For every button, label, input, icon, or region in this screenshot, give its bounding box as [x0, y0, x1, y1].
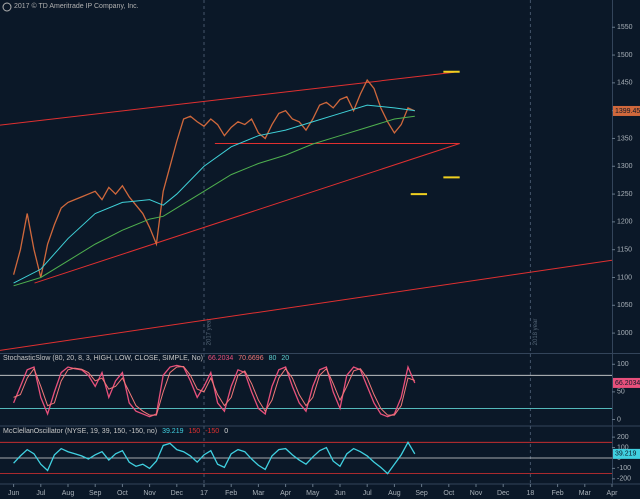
series-line [13, 441, 416, 475]
y-tick-label: -200 [617, 476, 631, 483]
y-tick-label: 100 [617, 444, 629, 451]
x-tick-label: Sep [415, 490, 428, 497]
info-icon[interactable] [2, 2, 12, 12]
x-tick-label: Aug [62, 490, 75, 497]
x-tick-label: Jun [334, 490, 345, 497]
study-value: 20 [281, 355, 290, 362]
study-value: 0 [224, 428, 229, 435]
copyright: 2017 © TD Ameritrade IP Company, Inc. [14, 3, 139, 10]
y-tick-label: 1000 [617, 330, 633, 337]
x-tick-label: Sep [89, 490, 102, 497]
series-line [13, 104, 415, 284]
x-tick-label: Jun [8, 490, 19, 497]
y-tick-label: 1500 [617, 52, 633, 59]
y-tick-label: 0 [617, 416, 621, 423]
y-tick-label: 1050 [617, 302, 633, 309]
x-tick-label: Apr [280, 490, 292, 497]
y-tick-label: 1250 [617, 191, 633, 198]
x-tick-label: Aug [388, 490, 401, 497]
x-tick-label: Nov [470, 490, 483, 497]
last-value-box [613, 377, 640, 388]
study-value: 70.6696 [238, 355, 264, 362]
x-tick-label: Apr [607, 490, 619, 497]
series-line [12, 364, 416, 418]
study-title: StochasticSlow (80, 20, 8, 3, HIGH, LOW,… [3, 355, 203, 362]
trend-line [0, 71, 455, 126]
x-tick-label: Mar [579, 490, 592, 497]
x-tick-label: Dec [171, 490, 184, 497]
study-value: 80 [268, 355, 277, 362]
y-tick-label: 1550 [617, 24, 633, 31]
trend-line [0, 259, 613, 351]
series-line [13, 115, 415, 287]
x-tick-label: Jul [363, 490, 372, 497]
y-tick-label: -100 [617, 465, 631, 472]
x-tick-label: Feb [225, 490, 237, 497]
y-tick-label: 1450 [617, 80, 633, 87]
y-tick-label: 1350 [617, 135, 633, 142]
mcclellan-header: McClellanOscillator (NYSE, 19, 39, 150, … [2, 428, 229, 435]
y-tick-label: 1150 [617, 247, 632, 254]
x-tick-label: Jul [36, 490, 45, 497]
study-value: -150 [205, 428, 220, 435]
y-tick-label: 200 [617, 434, 629, 441]
study-value: 150 [188, 428, 201, 435]
x-tick-label: Dec [497, 490, 510, 497]
last-value-box [613, 448, 640, 459]
y-tick-label: 100 [617, 361, 629, 368]
last-value-label: 66.2034 [615, 380, 640, 387]
x-tick-label: Nov [143, 490, 156, 497]
study-value: 39.219 [162, 428, 184, 435]
last-value-label: 39.219 [615, 451, 637, 458]
last-value-label: 1399.45 [615, 108, 640, 115]
year-label: 2017 year [207, 319, 213, 346]
stochastic-header: StochasticSlow (80, 20, 8, 3, HIGH, LOW,… [2, 355, 290, 362]
x-tick-label: Oct [443, 490, 454, 497]
x-tick-label: Oct [117, 490, 128, 497]
year-label: 2018 year [533, 319, 539, 346]
trend-line [34, 142, 460, 284]
x-tick-label: Feb [552, 490, 564, 497]
y-tick-label: 1300 [617, 163, 633, 170]
y-tick-label: 1200 [617, 219, 633, 226]
series-line [12, 78, 416, 278]
last-value-box [613, 105, 640, 116]
x-tick-label: 18 [527, 490, 535, 497]
x-tick-label: May [306, 490, 320, 497]
y-tick-label: 50 [617, 389, 625, 396]
study-title: McClellanOscillator (NYSE, 19, 39, 150, … [3, 428, 158, 435]
y-tick-label: 1100 [617, 274, 632, 281]
study-value: 66.2034 [207, 355, 234, 362]
x-tick-label: Mar [252, 490, 265, 497]
x-tick-label: 17 [200, 490, 208, 497]
series-line [13, 365, 415, 416]
